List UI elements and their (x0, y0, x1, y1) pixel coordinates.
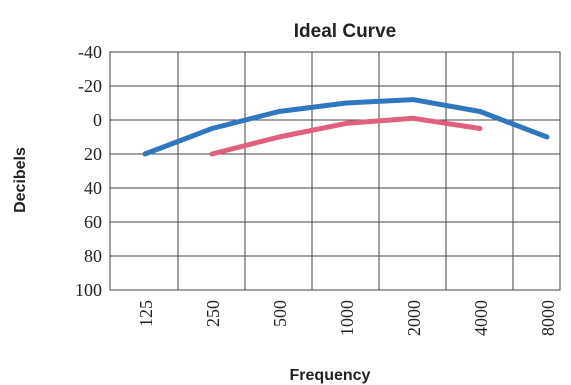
y-tick-label: 40 (84, 178, 102, 198)
y-tick-label: 20 (84, 144, 102, 164)
x-tick-label: 250 (203, 300, 223, 327)
y-tick-label: -40 (78, 42, 102, 62)
y-tick-label: 0 (93, 110, 102, 130)
series-lines (142, 97, 550, 157)
x-tick-labels: 125 250 500 1000 2000 4000 8000 (136, 300, 558, 336)
x-axis-label: Frequency (290, 367, 371, 384)
chart-title: Ideal Curve (294, 21, 396, 42)
y-tick-labels: -40 -20 0 20 40 60 80 100 (75, 42, 102, 300)
x-tick-label: 4000 (471, 300, 491, 336)
series-line-2 (209, 115, 483, 157)
x-tick-label: 2000 (404, 300, 424, 336)
series-line-1 (142, 97, 550, 157)
y-tick-label: 80 (84, 246, 102, 266)
y-axis-label: Decibels (12, 147, 29, 213)
x-tick-label: 500 (270, 300, 290, 327)
x-tick-label: 8000 (538, 300, 558, 336)
y-tick-label: 60 (84, 212, 102, 232)
y-tick-label: -20 (78, 76, 102, 96)
x-tick-label: 125 (136, 300, 156, 327)
x-tick-label: 1000 (337, 300, 357, 336)
y-tick-label: 100 (75, 280, 102, 300)
grid (109, 51, 561, 291)
